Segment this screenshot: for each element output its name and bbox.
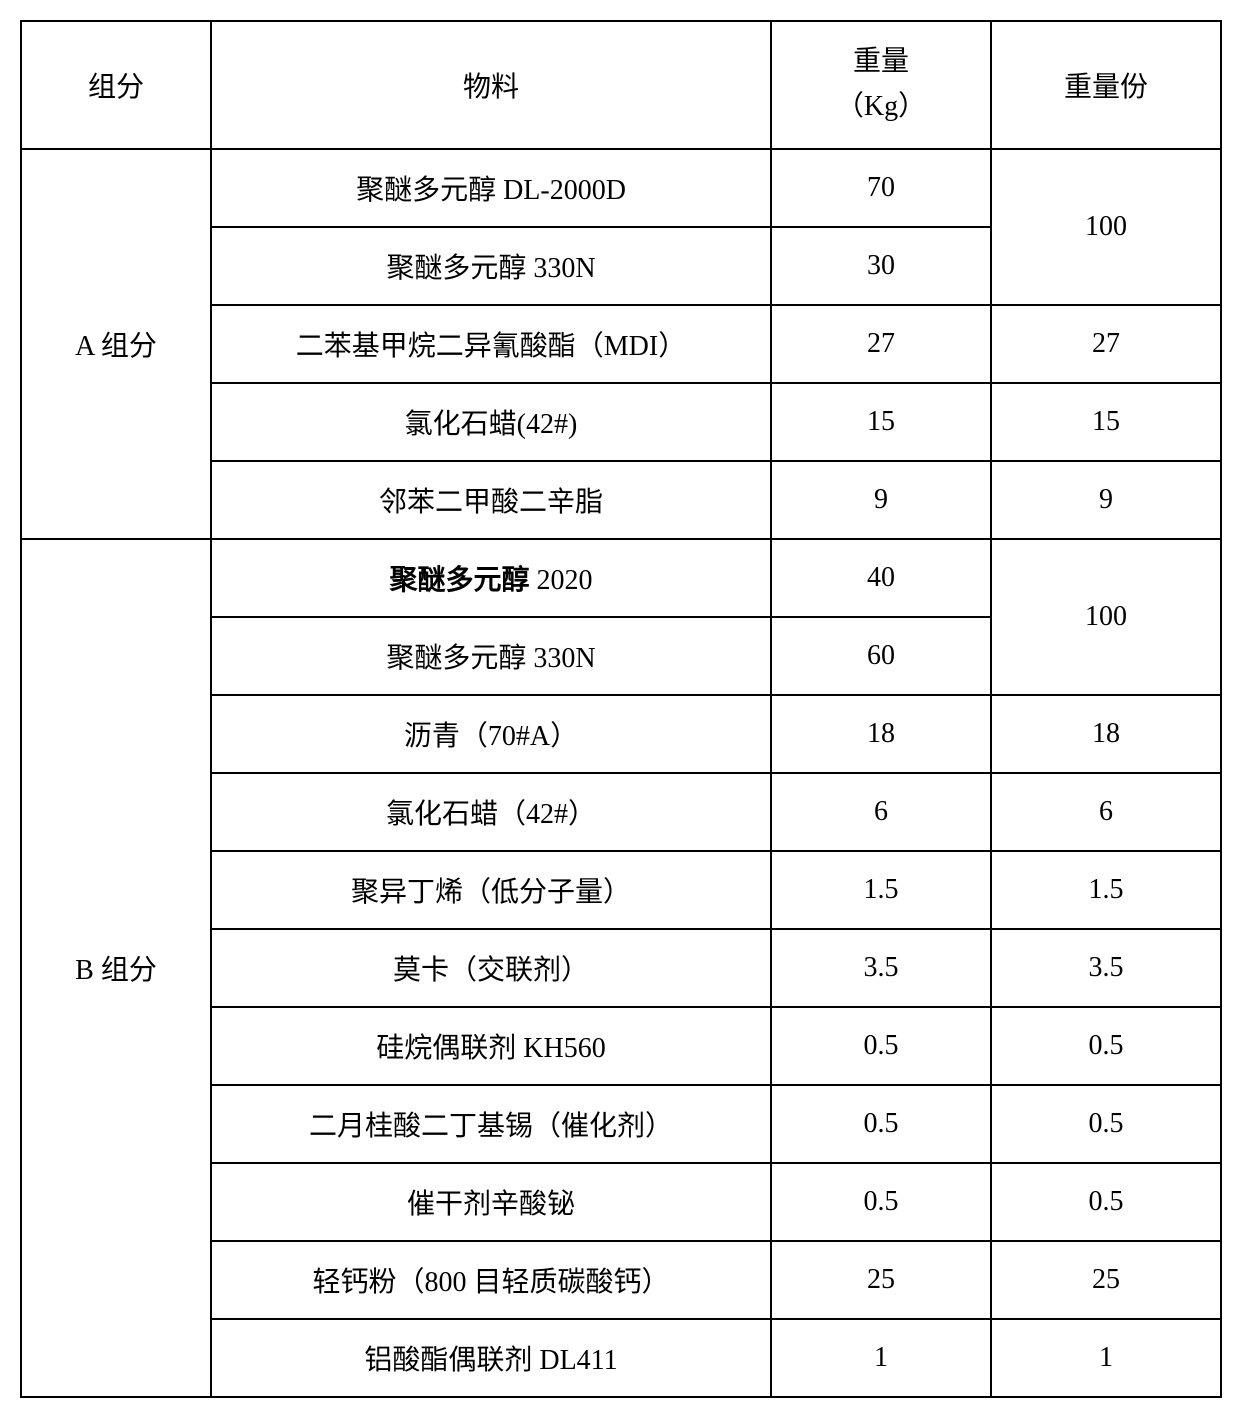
cell-weight: 27 [771, 305, 991, 383]
header-weight-kg: 重量 （Kg） [771, 21, 991, 149]
cell-weight: 60 [771, 617, 991, 695]
cell-parts: 3.5 [991, 929, 1221, 1007]
cell-weight: 18 [771, 695, 991, 773]
cell-weight: 70 [771, 149, 991, 227]
cell-material: 聚醚多元醇 DL-2000D [211, 149, 771, 227]
cell-weight: 0.5 [771, 1085, 991, 1163]
cell-material: 氯化石蜡(42#) [211, 383, 771, 461]
cell-weight: 3.5 [771, 929, 991, 1007]
cell-material: 聚醚多元醇 330N [211, 617, 771, 695]
cell-material: 二月桂酸二丁基锡（催化剂） [211, 1085, 771, 1163]
cell-material: 沥青（70#A） [211, 695, 771, 773]
table-row: A 组分 聚醚多元醇 DL-2000D 70 100 [21, 149, 1221, 227]
cell-material: 邻苯二甲酸二辛脂 [211, 461, 771, 539]
header-parts: 重量份 [991, 21, 1221, 149]
cell-parts-merged: 100 [991, 539, 1221, 695]
header-material: 物料 [211, 21, 771, 149]
cell-material: 聚醚多元醇 330N [211, 227, 771, 305]
cell-parts: 0.5 [991, 1007, 1221, 1085]
formulation-table: 组分 物料 重量 （Kg） 重量份 A 组分 聚醚多元醇 DL-2000D 70… [20, 20, 1222, 1398]
cell-weight: 1.5 [771, 851, 991, 929]
cell-parts: 27 [991, 305, 1221, 383]
cell-parts: 1.5 [991, 851, 1221, 929]
header-weight-line1: 重量 [853, 46, 909, 77]
cell-parts: 0.5 [991, 1163, 1221, 1241]
group-b-label: B 组分 [21, 539, 211, 1397]
cell-material: 氯化石蜡（42#） [211, 773, 771, 851]
cell-parts: 9 [991, 461, 1221, 539]
cell-parts: 0.5 [991, 1085, 1221, 1163]
group-a-label: A 组分 [21, 149, 211, 539]
cell-material: 聚醚多元醇 2020 [211, 539, 771, 617]
cell-weight: 25 [771, 1241, 991, 1319]
cell-weight: 0.5 [771, 1007, 991, 1085]
cell-parts-merged: 100 [991, 149, 1221, 305]
table-row: B 组分 聚醚多元醇 2020 40 100 [21, 539, 1221, 617]
cell-material-rest: 2020 [530, 565, 593, 596]
cell-weight: 15 [771, 383, 991, 461]
cell-weight: 30 [771, 227, 991, 305]
cell-weight: 6 [771, 773, 991, 851]
cell-weight: 9 [771, 461, 991, 539]
cell-weight: 40 [771, 539, 991, 617]
cell-material: 莫卡（交联剂） [211, 929, 771, 1007]
cell-parts: 6 [991, 773, 1221, 851]
cell-material-bold: 聚醚多元醇 [389, 565, 529, 596]
cell-material: 硅烷偶联剂 KH560 [211, 1007, 771, 1085]
table-header-row: 组分 物料 重量 （Kg） 重量份 [21, 21, 1221, 149]
cell-parts: 15 [991, 383, 1221, 461]
cell-material: 聚异丁烯（低分子量） [211, 851, 771, 929]
cell-parts: 18 [991, 695, 1221, 773]
cell-weight: 1 [771, 1319, 991, 1397]
cell-material: 铝酸酯偶联剂 DL411 [211, 1319, 771, 1397]
cell-material: 催干剂辛酸铋 [211, 1163, 771, 1241]
header-weight-line2: （Kg） [836, 91, 926, 122]
cell-parts: 1 [991, 1319, 1221, 1397]
header-component: 组分 [21, 21, 211, 149]
cell-parts: 25 [991, 1241, 1221, 1319]
cell-weight: 0.5 [771, 1163, 991, 1241]
cell-material: 二苯基甲烷二异氰酸酯（MDI） [211, 305, 771, 383]
cell-material: 轻钙粉（800 目轻质碳酸钙） [211, 1241, 771, 1319]
